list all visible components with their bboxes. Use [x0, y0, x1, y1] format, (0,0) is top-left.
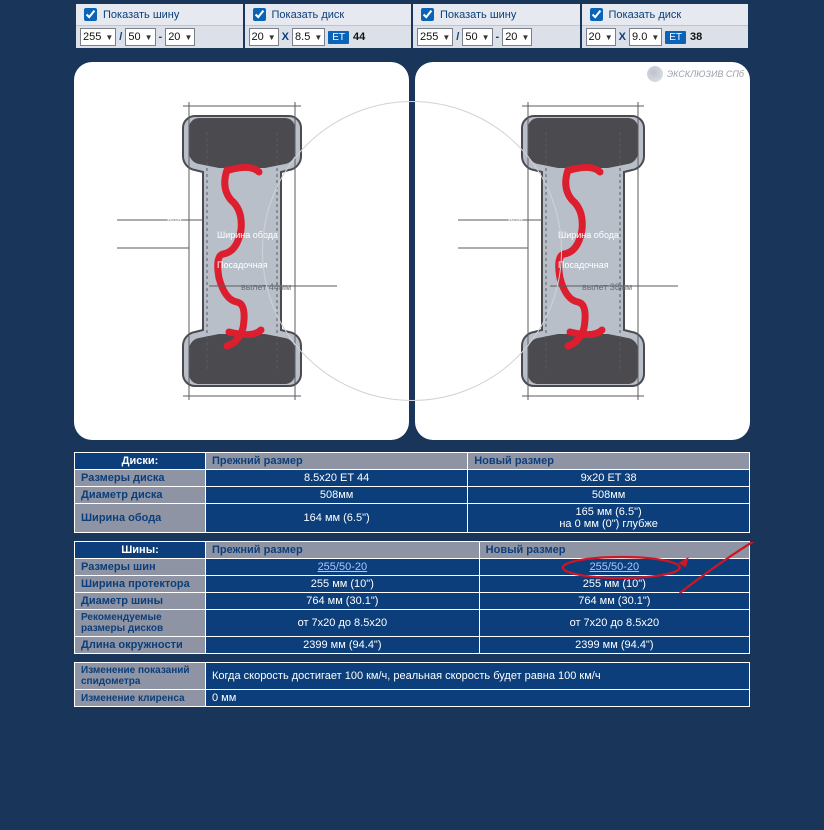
rim-width-new-cell: 165 мм (6.5") на 0 мм (0") глубже	[468, 504, 749, 532]
tire-profile-left-select[interactable]: 50▼	[125, 28, 155, 46]
controls-right-rim: Показать диск 20▼ X 9.0▼ ET 38	[582, 4, 749, 48]
show-tire-left-checkbox[interactable]	[84, 8, 97, 21]
controls-left-rim: Показать диск 20▼ X 8.5▼ ET 44	[245, 4, 414, 48]
svg-text:Ширина обода: Ширина обода	[217, 230, 278, 240]
table-rims-wrap: Диски: Прежний размер Новый размер Разме…	[74, 452, 750, 533]
table-row: Ширина протектора 255 мм (10") 255 мм (1…	[75, 576, 749, 592]
svg-text:Ширина обода: Ширина обода	[558, 230, 619, 240]
et-label: ET	[328, 31, 349, 44]
table-tires-wrap: Шины: Прежний размер Новый размер Размер…	[74, 541, 750, 654]
show-tire-left-label: Показать шину	[103, 9, 179, 21]
et-label: ET	[665, 31, 686, 44]
rim-width-left-select[interactable]: 8.5▼	[292, 28, 325, 46]
table-tires-header: Шины:	[75, 542, 205, 558]
col-new: Новый размер	[468, 453, 749, 469]
svg-text:вылет 44мм: вылет 44мм	[241, 282, 291, 292]
watermark: ЭКСКЛЮЗИВ СПб	[647, 66, 744, 82]
rim-diam-left-select[interactable]: 20▼	[249, 28, 279, 46]
svg-text:она: она	[167, 216, 182, 226]
tire-size-new-link[interactable]: 255/50-20	[590, 561, 640, 573]
table-row: Диаметр шины 764 мм (30.1") 764 мм (30.1…	[75, 593, 749, 609]
show-tire-right-checkbox[interactable]	[421, 8, 434, 21]
col-prev: Прежний размер	[206, 453, 467, 469]
table-row: Длина окружности 2399 мм (94.4") 2399 мм…	[75, 637, 749, 653]
show-rim-left-checkbox[interactable]	[253, 8, 266, 21]
show-rim-right-label: Показать диск	[609, 9, 682, 21]
wheel-cross-section-left: она Ширина обода Посадочная вылет 44мм	[77, 62, 407, 440]
svg-text:Посадочная: Посадочная	[217, 260, 268, 270]
table-tires: Шины: Прежний размер Новый размер Размер…	[74, 541, 750, 654]
table-speedo-wrap: Изменение показаний спидометра Когда ско…	[74, 662, 750, 707]
controls-left-tire: Показать шину 255▼ / 50▼ - 20▼	[76, 4, 245, 48]
et-right-value: 38	[690, 31, 702, 43]
rim-width-right-select[interactable]: 9.0▼	[629, 28, 662, 46]
show-tire-right-label: Показать шину	[440, 9, 516, 21]
tire-diam-right-select[interactable]: 20▼	[502, 28, 532, 46]
table-speedo: Изменение показаний спидометра Когда ско…	[74, 662, 750, 707]
svg-text:она: она	[508, 216, 523, 226]
table-row: Ширина обода 164 мм (6.5") 165 мм (6.5")…	[75, 504, 749, 532]
diagram-panel-right: ЭКСКЛЮЗИВ СПб	[415, 62, 750, 440]
show-rim-left-label: Показать диск	[272, 9, 345, 21]
tire-profile-right-select[interactable]: 50▼	[462, 28, 492, 46]
table-row: Изменение клиренса 0 мм	[75, 690, 749, 706]
controls-bar: Показать шину 255▼ / 50▼ - 20▼ Показать …	[74, 2, 750, 50]
diagram-row: она Ширина обода Посадочная вылет 44мм Э…	[74, 62, 750, 440]
show-rim-right-checkbox[interactable]	[590, 8, 603, 21]
table-row: Размеры шин 255/50-20 255/50-20	[75, 559, 749, 575]
wheel-cross-section-right: она Ширина обода Посадочная вылет 38мм	[418, 62, 748, 440]
svg-text:Посадочная: Посадочная	[558, 260, 609, 270]
svg-text:вылет 38мм: вылет 38мм	[582, 282, 632, 292]
table-row: Диаметр диска 508мм 508мм	[75, 487, 749, 503]
diagram-panel-left: она Ширина обода Посадочная вылет 44мм	[74, 62, 409, 440]
table-row: Изменение показаний спидометра Когда ско…	[75, 663, 749, 689]
tire-width-left-select[interactable]: 255▼	[80, 28, 116, 46]
rim-diam-right-select[interactable]: 20▼	[586, 28, 616, 46]
tire-width-right-select[interactable]: 255▼	[417, 28, 453, 46]
et-left-value: 44	[353, 31, 365, 43]
table-rims: Диски: Прежний размер Новый размер Разме…	[74, 452, 750, 533]
tire-size-prev-link[interactable]: 255/50-20	[318, 561, 368, 573]
table-row: Шины: Прежний размер Новый размер	[75, 542, 749, 558]
table-row: Рекомендуемые размеры дисков от 7x20 до …	[75, 610, 749, 636]
tire-diam-left-select[interactable]: 20▼	[165, 28, 195, 46]
table-row: Диски: Прежний размер Новый размер	[75, 453, 749, 469]
watermark-icon	[647, 66, 663, 82]
table-rims-header: Диски:	[75, 453, 205, 469]
table-row: Размеры диска 8.5x20 ET 44 9x20 ET 38	[75, 470, 749, 486]
controls-right-tire: Показать шину 255▼ / 50▼ - 20▼	[413, 4, 582, 48]
